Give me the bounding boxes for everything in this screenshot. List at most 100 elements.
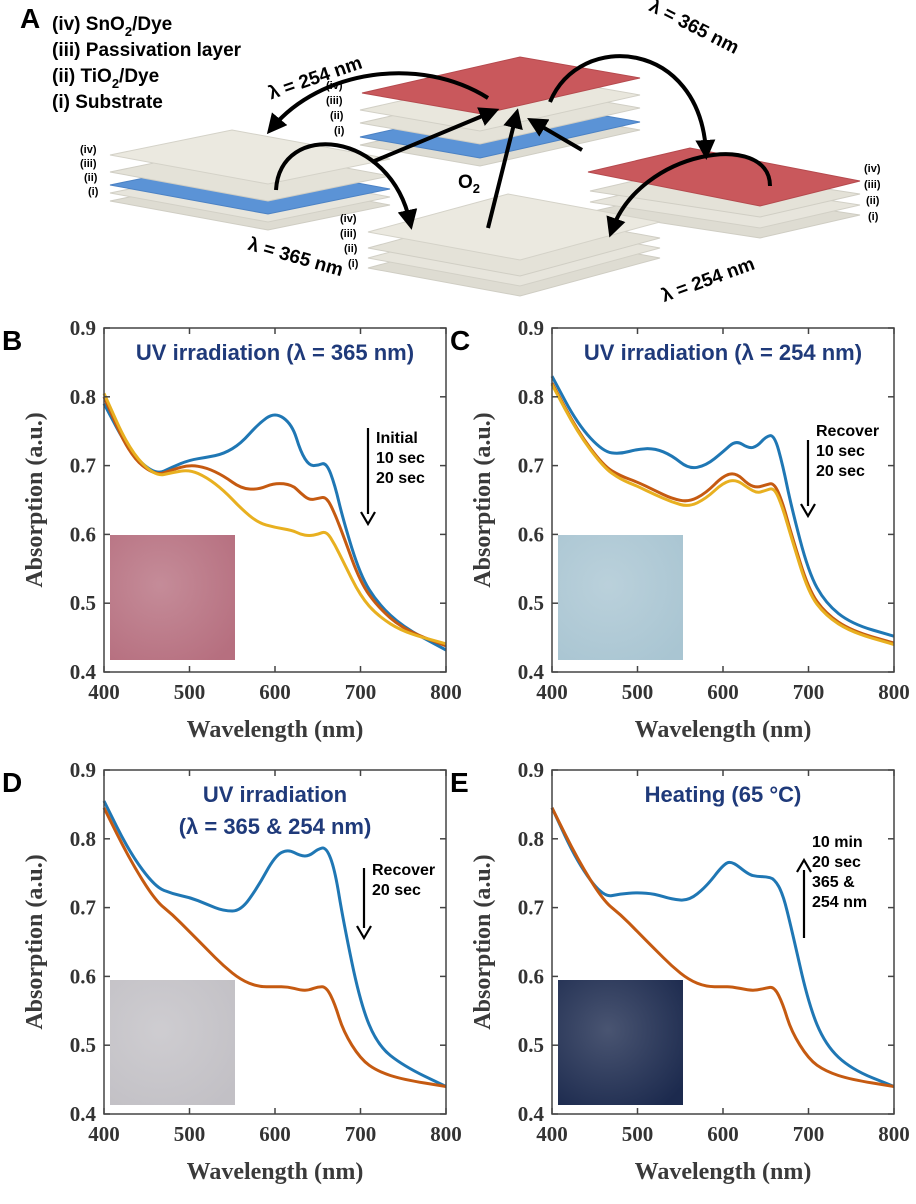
annotation-line: 20 sec [376,470,425,487]
label-o2: O2 [458,172,480,196]
panel-title: UV irradiation (λ = 365 nm) [136,340,414,365]
panel-letter: B [2,325,22,356]
arrow-top-to-right [548,54,716,160]
label-254-bottomright: λ = 254 nm [659,254,758,307]
y-tick-label: 0.9 [70,758,96,782]
y-tick-label: 0.4 [518,660,545,684]
stack-right-label-iv: (iv) [864,163,881,175]
x-tick-label: 500 [622,680,654,704]
x-tick-label: 700 [345,1122,377,1146]
series-line-initial [102,402,447,652]
y-tick-label: 0.9 [518,758,544,782]
stack-top-label-ii: (ii) [330,110,344,122]
y-tick-label: 0.4 [70,660,97,684]
sample-photo-inset [558,535,683,660]
sample-photo-inset [110,535,235,660]
annotation-line: 365 & [812,874,855,891]
y-tick-label: 0.6 [518,964,544,988]
arrow-left-to-top [371,107,500,164]
x-tick-label: 400 [536,680,568,704]
stack-bottom-label-ii: (ii) [344,243,358,255]
y-tick-label: 0.4 [518,1102,545,1126]
panel-a-arrows [266,54,772,238]
stack-left: (iv) (iii) (ii) (i) [80,129,391,231]
trend-arrow-head [800,503,816,519]
sample-photo-inset [558,980,683,1105]
stack-right-label-iii: (iii) [864,179,881,191]
panel-e-chart: E 400 500 600 700 800 0.4 0.5 0.6 0.7 0.8 0.9 Wavele… [450,758,910,1185]
stack-left-label-iii: (iii) [80,158,97,170]
panel-title: UV irradiation (λ = 254 nm) [584,340,862,365]
arrow-top-to-left [266,71,490,135]
x-tick-label: 600 [707,680,739,704]
arrow-bottom-to-top [486,108,523,229]
trend-arrow [796,857,812,938]
y-tick-label: 0.5 [518,1033,544,1057]
stack-right-layer-iv [587,147,861,207]
y-tick-label: 0.5 [518,591,544,615]
y-tick-label: 0.5 [70,591,96,615]
x-tick-label: 400 [536,1122,568,1146]
y-axis-label: Absorption (a.u.) [22,412,48,587]
y-tick-label: 0.8 [518,827,544,851]
stack-top: (iv) (iii) (ii) (i) [326,56,641,167]
panel-title: UV irradiation [203,782,347,807]
series-line-20-sec [102,392,447,646]
stack-top-label-iii: (iii) [326,95,343,107]
stack-left-label-ii: (ii) [84,172,98,184]
series-line-recover [102,800,447,1088]
stack-bottom-label-i: (i) [348,258,359,270]
charts: B 400 500 600 700 800 0.4 0.5 0.6 0.7 0.8 0.9 Wavele… [2,316,910,1185]
legend-line-i: (i) Substrate [52,92,163,113]
stack-right: (iv) (iii) (ii) (i) [587,147,881,239]
stack-left-layer-iv [109,129,391,185]
annotation-line: Recover [816,423,879,440]
panel-c-chart: C 400 500 600 700 800 0.4 0.5 0.6 0.7 0.8 0.9 Wavele… [450,316,910,743]
y-tick-label: 0.6 [518,522,544,546]
panel-letter: D [2,767,22,798]
series-line-20-sec [102,807,447,1088]
stack-right-label-i: (i) [868,211,879,223]
annotation-line: 20 sec [816,463,865,480]
annotation-line: Recover [372,862,435,879]
panel-title: Heating (65 °C) [645,782,802,807]
y-tick-label: 0.4 [70,1102,97,1126]
legend-line-iii: (iii) Passivation layer [52,40,242,61]
y-tick-label: 0.7 [70,454,96,478]
stack-left-label-i: (i) [88,186,99,198]
x-tick-label: 800 [878,680,910,704]
annotation-line: 20 sec [812,854,861,871]
x-axis-label: Wavelength (nm) [635,717,812,743]
y-tick-label: 0.8 [70,385,96,409]
y-tick-label: 0.6 [70,964,96,988]
x-axis-label: Wavelength (nm) [187,1159,364,1185]
y-tick-label: 0.8 [70,827,96,851]
legend-line-iv: (iv) SnO2/Dye [52,14,172,39]
x-tick-label: 800 [430,680,462,704]
stack-bottom-layer-iv [367,193,661,261]
x-tick-label: 600 [259,1122,291,1146]
stack-top-label-i: (i) [334,125,345,137]
x-tick-label: 600 [259,680,291,704]
panel-letter: E [450,767,469,798]
legend-line-ii: (ii) TiO2/Dye [52,66,159,91]
trend-arrow-head [356,925,372,941]
series-line-20-sec [550,383,895,646]
stack-left-label-iv: (iv) [80,144,97,156]
panel-a: A (iv) SnO2/Dye (iii) Passivation layer … [20,0,881,307]
x-tick-label: 500 [174,1122,206,1146]
x-axis-label: Wavelength (nm) [187,717,364,743]
trend-arrow [360,428,376,527]
x-tick-label: 500 [174,680,206,704]
x-tick-label: 700 [345,680,377,704]
label-365-topright: λ = 365 nm [646,0,743,59]
trend-arrow-head [360,511,376,527]
y-tick-label: 0.9 [518,316,544,340]
panel-a-letter: A [20,3,40,34]
panel-d-chart: D 400 500 600 700 800 0.4 0.5 0.6 0.7 0.8 0.9 Wavele… [2,758,462,1185]
x-tick-label: 800 [878,1122,910,1146]
annotation-line: 254 nm [812,894,867,911]
x-tick-label: 400 [88,1122,120,1146]
annotation-line: 10 min [812,834,863,851]
y-tick-label: 0.6 [70,522,96,546]
